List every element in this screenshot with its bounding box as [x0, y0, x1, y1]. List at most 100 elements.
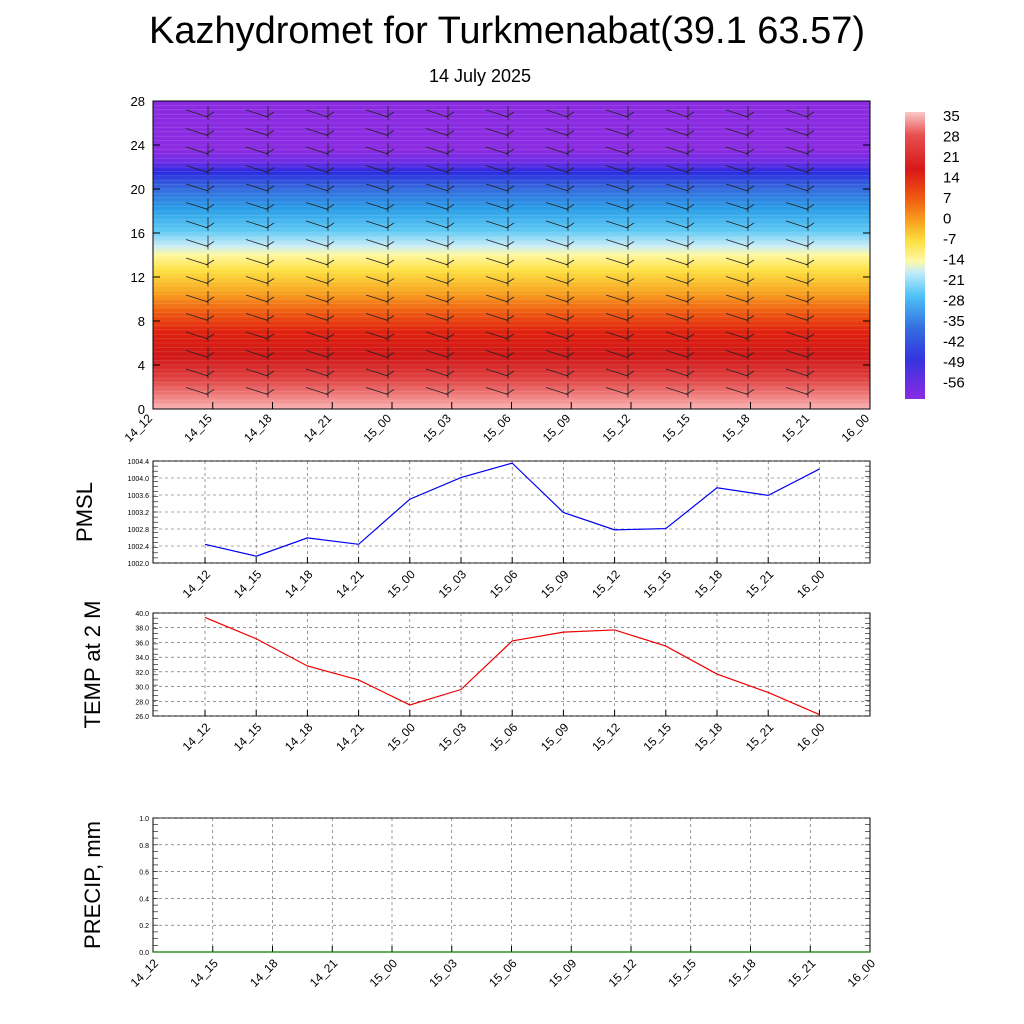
wind-barb — [485, 165, 509, 173]
wind-barb — [445, 241, 455, 247]
x-tick-label: 14_12 — [128, 956, 162, 990]
wind-barb — [305, 294, 329, 303]
wind-barb — [745, 333, 755, 340]
x-tick-label: 15_15 — [659, 411, 693, 445]
x-tick-label: 15_00 — [361, 411, 395, 445]
wind-barb — [545, 294, 569, 303]
wind-barb — [565, 352, 575, 358]
wind-barb — [245, 220, 269, 229]
wind-barb — [605, 165, 629, 173]
wind-barb — [425, 202, 449, 210]
x-tick-label: 15_12 — [600, 411, 634, 445]
wind-barb — [545, 239, 569, 247]
wind-barb — [745, 148, 755, 155]
wind-barb — [445, 296, 455, 303]
wind-barb — [505, 333, 515, 340]
wind-barb — [385, 389, 395, 395]
x-tick-label: 15_18 — [692, 720, 726, 754]
wind-barb — [445, 259, 455, 266]
wind-barb — [685, 333, 695, 340]
wind-barb — [565, 315, 575, 321]
wind-barb — [305, 183, 329, 192]
wind-barb — [725, 220, 749, 229]
wind-barb — [745, 204, 755, 210]
wind-barb — [185, 294, 209, 303]
wind-barb — [185, 183, 209, 192]
wind-barb — [665, 313, 689, 321]
wind-barb — [445, 148, 455, 155]
wind-barb — [565, 185, 575, 192]
wind-barb — [725, 331, 749, 340]
wind-barb — [305, 109, 329, 118]
wind-barb — [505, 278, 515, 284]
wind-barb — [605, 109, 629, 118]
wind-barb — [545, 276, 569, 284]
wind-barb — [685, 296, 695, 303]
wind-barb — [425, 331, 449, 340]
chart-subtitle: 14 July 2025 — [428, 66, 532, 86]
wind-barb — [785, 331, 809, 340]
wind-barb — [545, 368, 569, 377]
y-axis-label: PMSL — [72, 482, 97, 542]
wind-barb — [365, 165, 389, 173]
x-tick-label: 15_00 — [367, 956, 401, 990]
wind-barb — [205, 389, 215, 395]
wind-barb — [725, 146, 749, 155]
wind-barb — [785, 220, 809, 229]
wind-barb — [685, 370, 695, 377]
wind-barb — [325, 259, 335, 266]
wind-barb — [545, 165, 569, 173]
wind-barb — [545, 257, 569, 266]
wind-barb — [245, 368, 269, 377]
x-tick-label: 16_00 — [845, 956, 879, 990]
wind-barb — [745, 278, 755, 284]
wind-barb — [185, 276, 209, 284]
x-tick-label: 15_21 — [743, 720, 777, 754]
wind-barb — [305, 313, 329, 321]
wind-barb — [245, 183, 269, 192]
y-tick-label: 40.0 — [135, 611, 149, 618]
x-tick-label: 15_09 — [538, 720, 572, 754]
wind-barb — [545, 146, 569, 155]
wind-barb — [385, 185, 395, 192]
wind-barb — [325, 296, 335, 303]
wind-barb — [365, 350, 389, 358]
wind-barb — [425, 146, 449, 155]
wind-barb — [445, 222, 455, 229]
wind-barb — [325, 130, 335, 136]
wind-barb — [205, 352, 215, 358]
wind-barb — [445, 333, 455, 340]
wind-barb — [665, 220, 689, 229]
wind-barb — [505, 259, 515, 266]
x-tick-label: 15_12 — [606, 956, 640, 990]
wind-barb — [245, 146, 269, 155]
wind-barb — [265, 241, 275, 247]
wind-barb — [445, 389, 455, 395]
wind-barb — [305, 165, 329, 173]
wind-barb — [605, 368, 629, 377]
wind-barb — [785, 368, 809, 377]
colorbar-label: -35 — [943, 313, 965, 330]
wind-barb — [265, 296, 275, 303]
wind-barb — [425, 128, 449, 136]
wind-barb — [745, 111, 755, 118]
wind-barb — [665, 276, 689, 284]
wind-barb — [365, 257, 389, 266]
wind-barb — [745, 130, 755, 136]
wind-barb — [385, 278, 395, 284]
wind-barb — [485, 331, 509, 340]
wind-barb — [385, 148, 395, 155]
x-tick-label: 15_03 — [426, 956, 460, 990]
y-tick-label: 1002.0 — [128, 561, 150, 568]
wind-barb — [265, 333, 275, 340]
wind-barb — [485, 350, 509, 358]
wind-barb — [625, 204, 635, 210]
wind-barb — [445, 278, 455, 284]
wind-barb — [185, 109, 209, 118]
temperature-field — [153, 101, 870, 409]
wind-barb — [785, 276, 809, 284]
wind-barb — [785, 387, 809, 395]
chart-title: Kazhydromet for Turkmenabat(39.1 63.57) — [148, 10, 866, 52]
wind-barb — [485, 220, 509, 229]
wind-barb — [685, 315, 695, 321]
